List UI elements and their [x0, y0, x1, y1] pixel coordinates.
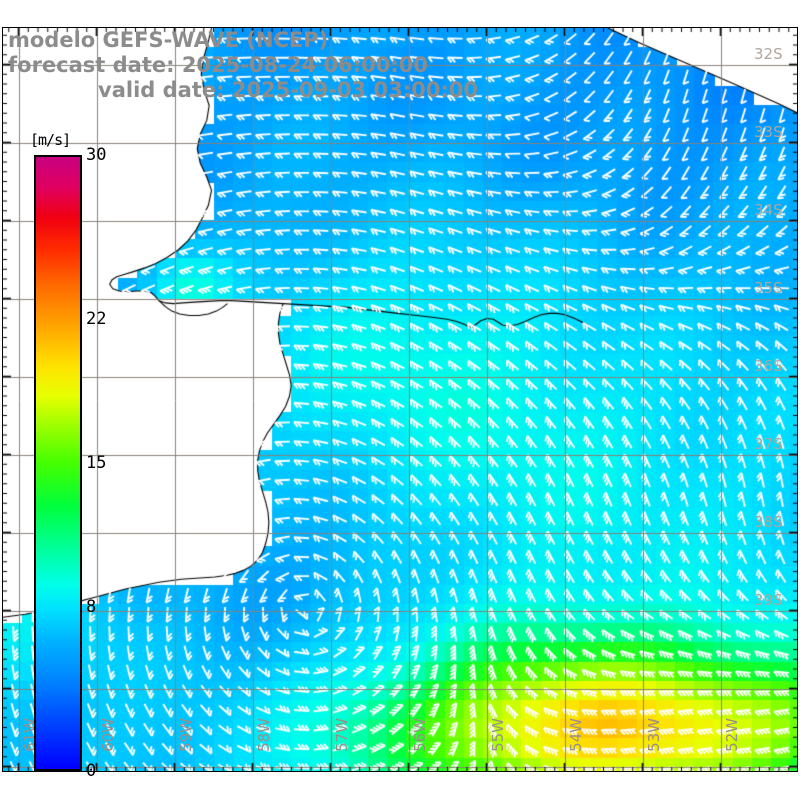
- map-viewport: [3, 28, 797, 771]
- colorbar-tick-30: 30: [86, 145, 107, 165]
- colorbar: [34, 155, 82, 771]
- colorbar-tick-8: 8: [86, 596, 97, 617]
- colorbar-tick-15: 15: [86, 453, 107, 473]
- map-frame: [2, 27, 798, 772]
- colorbar-unit-label: [m/s]: [30, 131, 71, 149]
- colorbar-gradient: [34, 155, 82, 771]
- colorbar-tick-22: 22: [86, 309, 107, 330]
- colorbar-tick-0: 0: [86, 761, 97, 781]
- lat-lon-gridlines: [3, 28, 797, 771]
